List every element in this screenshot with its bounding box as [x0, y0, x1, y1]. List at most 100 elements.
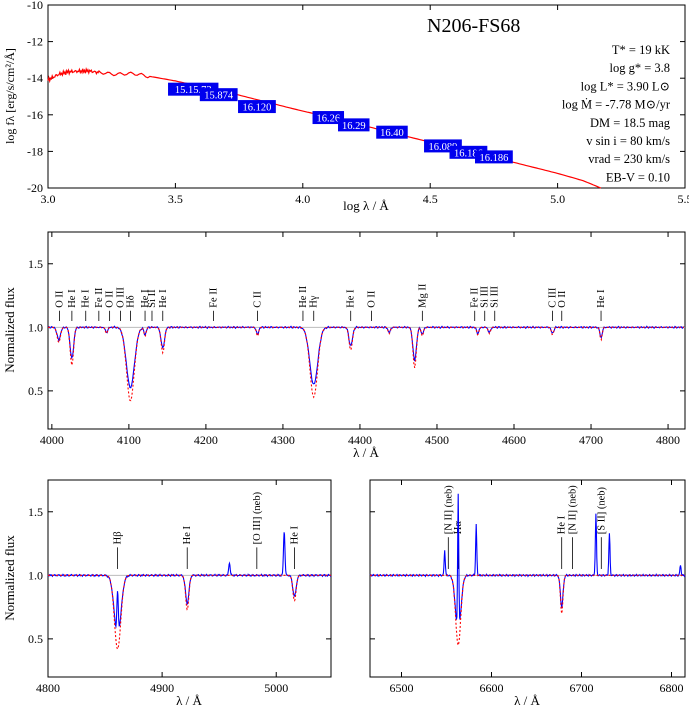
- blue-x-axis-label: λ / Å: [353, 445, 379, 460]
- blue-x-tick-label: 4300: [271, 433, 295, 447]
- sed-photometry: 15.15.7315.87416.12016.2616.2916.4016.08…: [168, 83, 513, 164]
- blue-spectrum: [48, 326, 685, 400]
- sed-x-tick-label: 4.5: [423, 192, 438, 206]
- blue-line-id-label: He I: [158, 289, 169, 308]
- blue-x-tick-label: 4700: [579, 433, 603, 447]
- sed-x-tick-label: 3.5: [168, 192, 183, 206]
- hbeta-line-id-label: He I: [289, 525, 300, 544]
- halpha-x-axis-label: λ / Å: [514, 693, 540, 708]
- blue-y-tick-label: 1.5: [28, 257, 43, 271]
- hbeta-observed-spectrum: [48, 532, 331, 626]
- hbeta-x-axis-label: λ / Å: [176, 693, 202, 708]
- hbeta-line-ids: Hβ He I [O III] (neb) He I: [113, 491, 301, 569]
- hbeta-y-tick-label: 1.0: [28, 568, 43, 582]
- halpha-frame: [370, 480, 685, 677]
- stellar-parameter: v sin i = 80 km/s: [586, 134, 670, 148]
- chart-title: N206-FS68: [427, 15, 520, 37]
- blue-x-tick-label: 4800: [656, 433, 680, 447]
- blue-line-id-label: Fe II: [94, 287, 105, 308]
- sed-panel: 3.03.54.04.55.05.5-10-12-14-16-18-20 15.…: [3, 0, 689, 213]
- hbeta-line-id-label: Hβ: [113, 531, 124, 544]
- halpha-x-tick-label: 6600: [480, 681, 504, 695]
- stellar-parameter: T* = 19 kK: [612, 43, 670, 57]
- hbeta-x-tick-label: 5000: [264, 681, 288, 695]
- blue-y-tick-label: 1.0: [28, 320, 43, 334]
- blue-line-id-label: Mg II: [417, 283, 428, 308]
- blue-x-tick-label: 4500: [425, 433, 449, 447]
- photometry-label: 16.186: [479, 153, 508, 164]
- blue-line-id-label: He I: [346, 289, 357, 308]
- sed-y-tick-label: -18: [27, 144, 43, 158]
- sed-x-axis-label: log λ / Å: [343, 198, 389, 213]
- halpha-line-id-label: [S II] (neb): [596, 486, 607, 534]
- sed-y-tick-label: -14: [27, 71, 43, 85]
- stellar-parameter: vrad = 230 km/s: [588, 152, 670, 166]
- hbeta-spectrum: [48, 532, 331, 649]
- halpha-x-tick-label: 6700: [570, 681, 594, 695]
- hbeta-frame: [48, 480, 331, 677]
- stellar-parameter: EB-V = 0.10: [606, 170, 670, 184]
- halpha-x-tick-label: 6500: [390, 681, 414, 695]
- stellar-parameters: T* = 19 kK log g* = 3.8 log L* = 3.90 L⊙ lo…: [562, 43, 671, 184]
- blue-model-spectrum: [48, 327, 684, 400]
- blue-line-id-label: He II: [298, 285, 309, 307]
- photometry-label: 15.874: [204, 91, 234, 102]
- sed-y-tick-label: -20: [27, 181, 43, 195]
- blue-x-tick-label: 4600: [502, 433, 526, 447]
- hbeta-x-tick-label: 4800: [36, 681, 60, 695]
- halpha-observed-spectrum: [370, 494, 685, 620]
- photometry-label: 16.40: [380, 128, 404, 139]
- blue-line-id-label: O II: [105, 290, 116, 308]
- halpha-spectrum: [370, 494, 685, 646]
- hbeta-line-id-label: [O III] (neb): [252, 491, 263, 544]
- blue-line-id-label: He I: [596, 289, 607, 308]
- sed-model-line: [48, 69, 601, 188]
- hbeta-y-axis-label: Normalized flux: [2, 535, 17, 621]
- blue-line-id-label: C II: [253, 291, 264, 308]
- sed-x-tick-label: 5.5: [678, 192, 689, 206]
- sed-y-tick-label: -10: [27, 0, 43, 12]
- stellar-parameter: log g* = 3.8: [609, 61, 670, 75]
- blue-line-id-label: He I: [67, 289, 78, 308]
- blue-x-tick-label: 4100: [117, 433, 141, 447]
- halpha-x-tick-label: 6800: [660, 681, 684, 695]
- sed-x-tick-label: 4.0: [295, 192, 310, 206]
- hbeta-y-tick-label: 1.5: [28, 505, 43, 519]
- sed-model-curve: [48, 69, 601, 188]
- sed-y-tick-label: -12: [27, 35, 43, 49]
- photometry-label: 16.29: [342, 121, 366, 132]
- blue-line-id-label: Si III: [490, 285, 501, 307]
- blue-y-tick-label: 0.5: [28, 384, 43, 398]
- blue-y-axis-label: Normalized flux: [2, 287, 17, 373]
- stellar-parameter: log Ṁ = -7.78 M⊙/yr: [562, 98, 671, 112]
- blue-line-id-label: He I: [81, 289, 92, 308]
- blue-line-id-label: O II: [367, 290, 378, 308]
- photometry-label: 16.26: [316, 114, 340, 125]
- hbeta-model-spectrum: [48, 575, 331, 649]
- blue-line-id-label: Hγ: [309, 295, 320, 308]
- stellar-parameter: log L* = 3.90 L⊙: [581, 79, 670, 93]
- blue-x-tick-label: 4000: [40, 433, 64, 447]
- halpha-line-id-label: [N II] (neb): [568, 485, 579, 534]
- blue-x-tick-label: 4200: [194, 433, 218, 447]
- blue-line-id-label: O II: [55, 290, 66, 308]
- halpha-line-id-label: He I: [557, 515, 568, 534]
- blue-observed-spectrum: [48, 326, 684, 387]
- blue-line-id-label: Fe II: [209, 287, 220, 308]
- blue-line-id-label: Si II: [147, 289, 158, 308]
- blue-line-id-label: O II: [557, 290, 568, 308]
- sed-y-tick-label: -16: [27, 108, 43, 122]
- stellar-parameter: DM = 18.5 mag: [590, 116, 671, 130]
- hbeta-line-id-label: He I: [182, 525, 193, 544]
- blue-line-id-label: Hδ: [125, 295, 136, 308]
- hbeta-y-tick-label: 0.5: [28, 632, 43, 646]
- sed-x-tick-label: 5.0: [550, 192, 565, 206]
- photometry-label: 16.120: [242, 103, 271, 114]
